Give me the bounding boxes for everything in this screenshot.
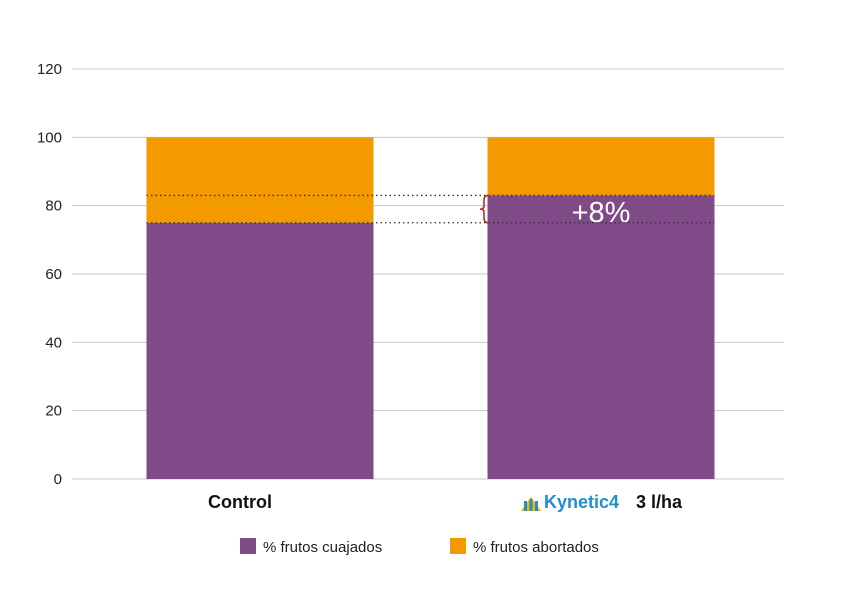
y-axis-ticks: 0 20 40 60 80 100 120: [37, 61, 62, 488]
bar-cuajados-1: [487, 195, 715, 479]
x-label-kynetic4: Kynetic4 3 l/ha: [521, 492, 683, 512]
y-tick-label-40: 40: [45, 334, 62, 351]
y-tick-label-80: 80: [45, 198, 62, 215]
bar-abortados-0: [146, 137, 374, 223]
legend-swatch-cuajados: [240, 538, 256, 554]
y-tick-label-60: 60: [45, 266, 62, 283]
kynetic4-logo-icon: [521, 497, 541, 511]
kynetic4-rate-text: 3 l/ha: [636, 492, 683, 512]
legend-swatch-abortados: [450, 538, 466, 554]
legend-label-cuajados: % frutos cuajados: [263, 539, 382, 556]
legend-label-abortados: % frutos abortados: [473, 539, 599, 556]
y-tick-label-100: 100: [37, 129, 62, 146]
legend: % frutos cuajados % frutos abortados: [240, 538, 599, 556]
increase-annotation: +8%: [146, 194, 715, 229]
y-tick-label-20: 20: [45, 403, 62, 420]
y-tick-label-0: 0: [54, 471, 62, 488]
kynetic4-brand-text: Kynetic4: [544, 492, 619, 512]
bar-abortados-1: [487, 137, 715, 196]
x-axis-labels: Control Kynetic4 3 l/ha: [208, 492, 683, 512]
increase-label: +8%: [572, 197, 631, 229]
bracket: [479, 194, 489, 224]
bar-cuajados-0: [146, 222, 374, 479]
x-label-control: Control: [208, 492, 272, 512]
bars: [146, 137, 715, 479]
y-tick-label-120: 120: [37, 61, 62, 78]
